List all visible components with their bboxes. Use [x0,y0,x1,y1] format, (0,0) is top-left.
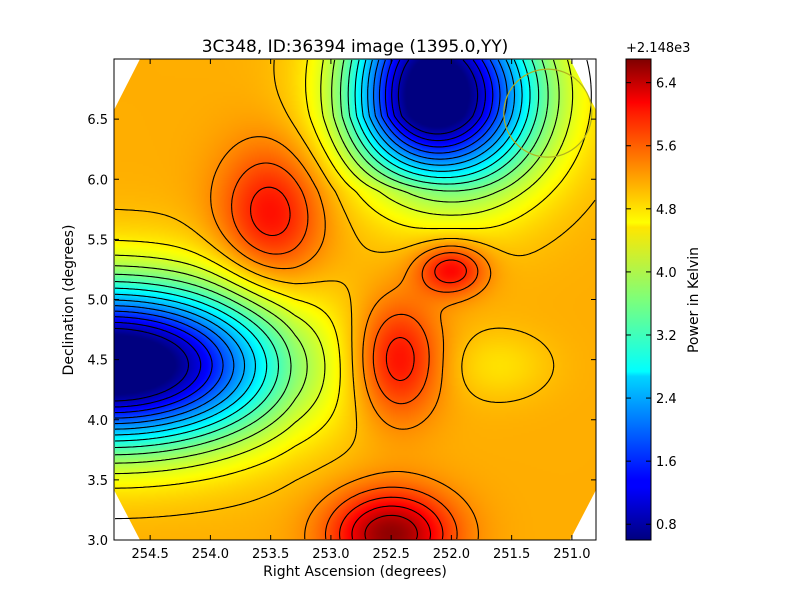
contour-line [250,186,467,540]
contour-line [114,59,516,430]
y-tick-label: 3.0 [87,534,108,549]
contour-line [114,59,596,520]
chart-title: 3C348, ID:36394 image (1395.0,YY) [202,37,509,57]
colorbar-tick-label: 3.2 [656,329,677,344]
heatmap-image [114,59,596,540]
heatmap-raster [114,59,596,540]
contour-line [364,514,418,540]
contour-line [231,162,479,540]
y-tick-label: 5.0 [87,294,108,309]
x-tick-label: 252.5 [373,547,410,562]
contour-line [210,136,492,540]
contour-line [114,59,560,464]
contour-line [115,59,508,425]
x-tick-label: 252.0 [433,547,470,562]
colorbar-tick-label: 6.4 [656,77,677,92]
contour-line [115,59,523,436]
x-tick-label: 251.5 [493,547,530,562]
contour-line [115,59,501,419]
contour-line [114,59,479,402]
colorbar-ticks: 0.8 1.6 2.4 3.2 4.0 4.8 5.6 6.4 [626,77,677,533]
contour-line [115,59,540,449]
y-tick-label: 4.0 [87,414,108,429]
colorbar-label: Power in Kelvin [686,247,702,353]
y-axis: 3.0 3.5 4.0 4.5 5.0 5.5 6.0 6.5 [87,113,596,549]
contour-lines [114,59,596,540]
y-axis-label: Declination (degrees) [61,225,77,376]
colorbar: 0.8 1.6 2.4 3.2 4.0 4.8 5.6 6.4 +2.148e3 Power … [625,41,702,541]
beam-marker [503,68,593,158]
y-tick-label: 5.5 [87,233,108,248]
colorbar-tick-label: 0.8 [656,518,677,533]
x-tick-label: 254.0 [192,547,229,562]
colorbar-tick-label: 1.6 [656,455,677,470]
x-tick-label: 253.0 [312,547,349,562]
colorbar-tick-label: 2.4 [656,392,677,407]
y-tick-label: 3.5 [87,474,108,489]
contour-line [115,59,574,475]
x-tick-label: 253.5 [252,547,289,562]
colorbar-tick-label: 4.0 [656,266,677,281]
contour-line [114,59,531,442]
contour-line [114,59,494,414]
x-tick-label: 254.5 [132,547,169,562]
colorbar-gradient [626,59,651,540]
y-tick-label: 4.5 [87,354,108,369]
contour-line [351,505,432,540]
colorbar-tick-label: 5.6 [656,140,677,155]
x-axis: 254.5 254.0 253.5 253.0 252.5 252.0 251.5 251.0 [132,59,591,562]
y-tick-label: 6.0 [87,173,108,188]
contour-line [114,59,549,456]
x-tick-label: 251.0 [553,547,590,562]
contour-line [115,59,592,489]
colorbar-offset-label: +2.148e3 [626,41,690,56]
colorbar-frame [625,58,652,541]
colorbar-tick-label: 4.8 [656,203,677,218]
x-axis-label: Right Ascension (degrees) [263,564,447,580]
y-tick-label: 6.5 [87,113,108,128]
contour-line [114,59,486,408]
